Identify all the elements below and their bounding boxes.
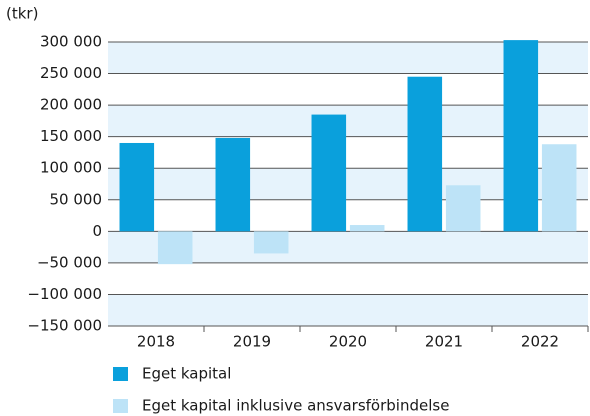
band-stripe (108, 294, 588, 326)
y-tick-label: 0 (92, 222, 102, 240)
y-tick-label: 250 000 (40, 64, 102, 82)
bar (253, 231, 289, 254)
bar (215, 137, 251, 232)
y-tick-label: 300 000 (40, 33, 102, 51)
legend-swatch (113, 399, 128, 413)
legend-swatch (113, 367, 128, 381)
y-tick-label: −100 000 (27, 285, 102, 303)
bar (407, 76, 443, 232)
legend-label: Eget kapital inklusive ansvarsförbindels… (142, 397, 449, 415)
unit-label: (tkr) (6, 5, 38, 23)
legend-label: Eget kapital (142, 365, 231, 383)
y-tick-label: 150 000 (40, 127, 102, 145)
bar (349, 225, 385, 232)
y-tick-label: −50 000 (37, 253, 102, 271)
bar (445, 185, 481, 232)
y-tick-label: −150 000 (27, 317, 102, 335)
x-tick-label: 2020 (329, 333, 367, 351)
y-tick-label: 200 000 (40, 96, 102, 114)
bar (503, 40, 539, 232)
x-tick-label: 2018 (137, 333, 175, 351)
bar (311, 114, 347, 232)
bar (119, 142, 155, 232)
y-tick-label: 100 000 (40, 159, 102, 177)
bar (541, 144, 577, 232)
y-tick-label: 50 000 (50, 190, 103, 208)
x-tick-label: 2022 (521, 333, 559, 351)
x-tick-label: 2019 (233, 333, 271, 351)
bar (157, 231, 193, 265)
x-tick-label: 2021 (425, 333, 463, 351)
